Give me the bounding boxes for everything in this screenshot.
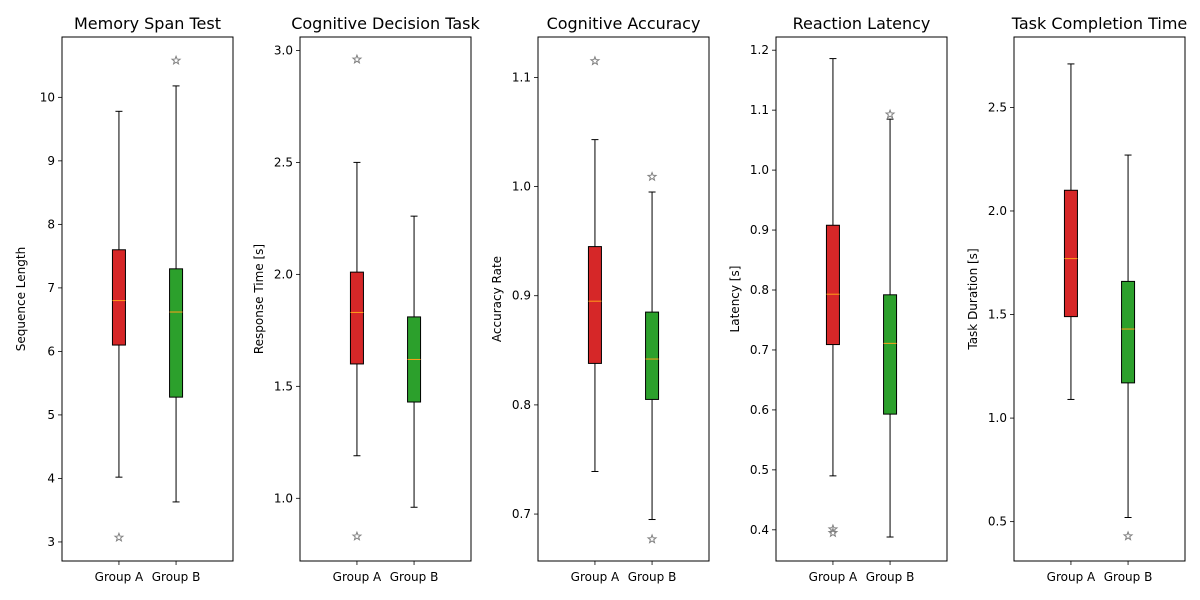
- outlier-point: [1122, 530, 1134, 541]
- y-tick-label: 2.5: [274, 155, 293, 169]
- y-tick-label: 0.9: [512, 289, 531, 303]
- axes-frame: [61, 36, 234, 562]
- y-tick-label: 1.2: [750, 43, 769, 57]
- x-tick-label: Group B: [628, 570, 677, 584]
- x-tick-label: Group B: [152, 570, 201, 584]
- box-group-a: [111, 110, 126, 543]
- box-group-b: [169, 54, 184, 503]
- y-tick-label: 10: [40, 90, 55, 104]
- y-tick-label: 1.1: [512, 70, 531, 84]
- box-body: [1063, 189, 1078, 318]
- box-body: [349, 271, 364, 365]
- y-tick-label: 1.5: [274, 379, 293, 393]
- panel-2: Cognitive Decision Task 1.0 1.5 2.0 2.5 3.0 Re…: [252, 14, 481, 584]
- y-tick-label: 0.5: [750, 463, 769, 477]
- x-tick-label: Group A: [809, 570, 858, 584]
- outlier-point: [884, 108, 896, 119]
- box-group-a: [349, 53, 364, 541]
- y-tick-label: 0.4: [750, 523, 769, 537]
- y-axis-label: Latency [s]: [728, 266, 742, 333]
- axes-frame: [299, 36, 472, 562]
- y-axis-label: Sequence Length: [14, 247, 28, 351]
- y-tick-label: 3.0: [274, 43, 293, 57]
- y-tick-label: 3: [47, 535, 55, 549]
- y-tick-label: 5: [47, 408, 55, 422]
- y-tick-label: 4: [47, 471, 55, 485]
- y-tick-label: 0.6: [750, 403, 769, 417]
- x-tick-label: Group A: [333, 570, 382, 584]
- y-axis-label: Accuracy Rate: [490, 256, 504, 342]
- box-body: [111, 249, 126, 346]
- box-group-a: [1063, 63, 1078, 400]
- x-tick-label: Group A: [571, 570, 620, 584]
- box-body: [883, 294, 898, 415]
- box-body: [825, 224, 840, 346]
- y-axis-label: Task Duration [s]: [966, 248, 980, 350]
- outlier-point: [646, 533, 658, 544]
- y-axis-label: Response Time [s]: [252, 244, 266, 354]
- outlier-point: [827, 527, 839, 538]
- outlier-point: [351, 530, 363, 541]
- x-tick-label: Group A: [1047, 570, 1096, 584]
- y-tick-label: 0.8: [750, 283, 769, 297]
- axes-frame: [1013, 36, 1186, 562]
- outlier-point: [170, 54, 182, 66]
- axes-frame: [775, 36, 948, 562]
- axes-frame: [537, 36, 710, 562]
- outlier-point: [351, 53, 363, 64]
- box-body: [1121, 280, 1136, 384]
- x-tick-label: Group B: [1104, 570, 1153, 584]
- panel-1: Memory Span Test 3 4 5 6 7 8 9 10 Sequence Length…: [14, 14, 234, 584]
- y-tick-label: 0.7: [512, 507, 531, 521]
- box-group-b: [407, 215, 422, 508]
- panel-title: Cognitive Accuracy: [547, 14, 701, 33]
- y-tick-label: 1.5: [988, 308, 1007, 322]
- outlier-point: [827, 523, 839, 534]
- y-tick-label: 1.0: [512, 180, 531, 194]
- x-tick-label: Group B: [866, 570, 915, 584]
- panel-title: Memory Span Test: [74, 14, 221, 33]
- panel-title: Reaction Latency: [793, 14, 931, 33]
- box-group-b: [645, 171, 660, 544]
- y-tick-label: 0.8: [512, 398, 531, 412]
- x-tick-label: Group B: [390, 570, 439, 584]
- panel-title: Cognitive Decision Task: [291, 14, 480, 33]
- box-body: [645, 311, 660, 400]
- panel-5: Task Completion Time 0.5 1.0 1.5 2.0 2.5 Task …: [966, 14, 1187, 584]
- y-tick-label: 2.0: [988, 204, 1007, 218]
- y-tick-label: 6: [47, 344, 55, 358]
- box-group-a: [587, 55, 602, 472]
- outlier-point: [113, 531, 125, 543]
- box-body: [587, 246, 602, 364]
- box-group-a: [825, 58, 840, 538]
- y-tick-label: 8: [47, 217, 55, 231]
- box-group-b: [883, 108, 898, 538]
- outlier-point: [589, 55, 601, 66]
- y-tick-label: 0.9: [750, 223, 769, 237]
- y-tick-label: 9: [47, 154, 55, 168]
- panel-title: Task Completion Time: [1011, 14, 1188, 33]
- panel-3: Cognitive Accuracy 0.7 0.8 0.9 1.0 1.1 Accurac…: [490, 14, 710, 584]
- y-tick-label: 7: [47, 281, 55, 295]
- box-body: [169, 268, 184, 398]
- panel-4: Reaction Latency 0.4 0.5 0.6 0.7 0.8 0.9 1.0 1.1…: [728, 14, 948, 584]
- y-tick-label: 0.7: [750, 343, 769, 357]
- y-tick-label: 0.5: [988, 515, 1007, 529]
- y-tick-label: 2.0: [274, 267, 293, 281]
- outlier-point: [646, 171, 658, 182]
- y-tick-label: 1.0: [750, 163, 769, 177]
- box-group-b: [1121, 154, 1136, 541]
- y-tick-label: 1.0: [274, 491, 293, 505]
- y-tick-label: 2.5: [988, 100, 1007, 114]
- y-tick-label: 1.0: [988, 411, 1007, 425]
- y-tick-label: 1.1: [750, 103, 769, 117]
- x-tick-label: Group A: [95, 570, 144, 584]
